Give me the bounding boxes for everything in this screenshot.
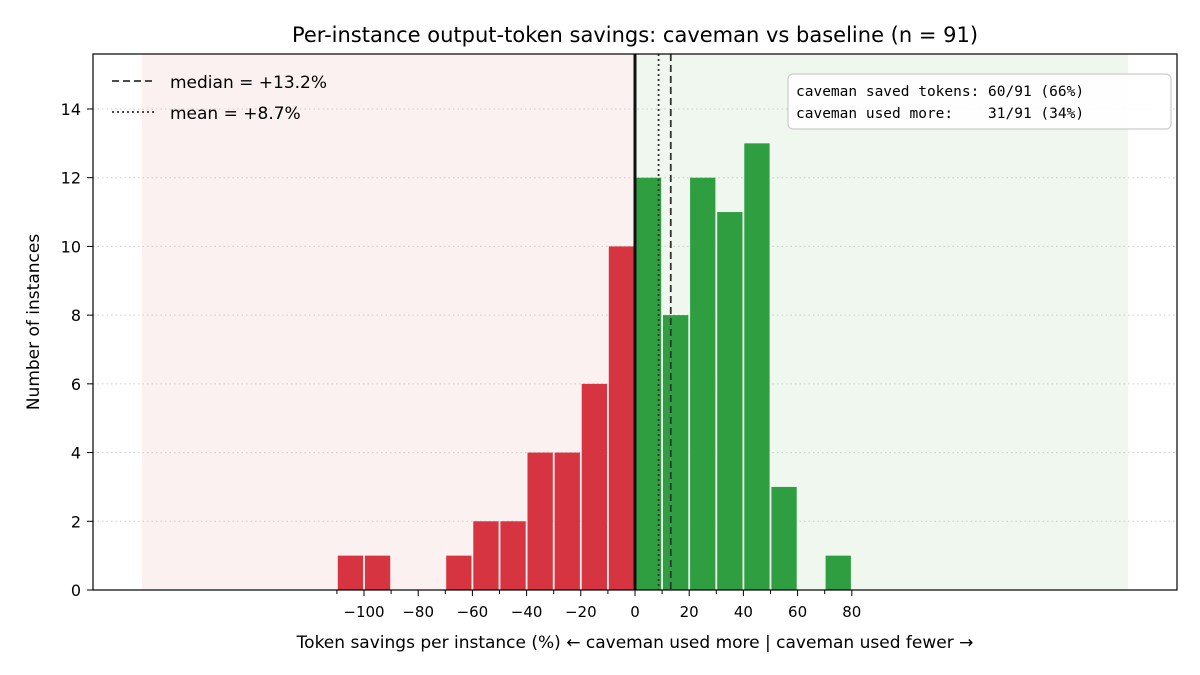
x-tick-label: 80 (842, 603, 861, 621)
histogram-bar (717, 212, 743, 591)
legend-median-label: median = +13.2% (170, 73, 327, 93)
histogram-bar (663, 315, 689, 590)
histogram-bar (744, 143, 770, 591)
y-tick-label: 12 (61, 169, 81, 188)
y-tick-label: 8 (71, 306, 81, 325)
chart-title: Per-instance output-token savings: cavem… (292, 23, 978, 47)
histogram-bar (581, 383, 607, 590)
y-tick-label: 14 (61, 100, 81, 119)
x-tick-label: −100 (343, 603, 384, 621)
x-tick-label: −20 (565, 603, 597, 621)
annotation-line-saved: caveman saved tokens: 60/91 (66%) (796, 84, 1084, 100)
annotation-box: caveman saved tokens: 60/91 (66%) cavema… (787, 73, 1172, 130)
annotation-line-used-more: caveman used more: 31/91 (34%) (796, 106, 1084, 122)
shaded-regions (142, 54, 1128, 590)
histogram-bar (364, 555, 391, 590)
x-tick-label: 0 (630, 603, 640, 621)
reference-lines (633, 54, 672, 590)
annotation-frame (787, 73, 1172, 130)
x-axis-label: Token savings per instance (%) ← caveman… (296, 633, 974, 653)
x-tick-label: −60 (457, 603, 489, 621)
histogram-bar (554, 452, 580, 590)
histogram-bar (771, 486, 797, 590)
shaded-region-negative (142, 54, 635, 590)
histogram-bar (825, 555, 851, 590)
x-axis-ticks: −100 −80 −60 −40 −20 0 20 40 60 80 (336, 590, 861, 621)
y-tick-label: 2 (71, 512, 81, 531)
histogram-bar (446, 555, 472, 590)
x-tick-label: 20 (680, 603, 699, 621)
y-tick-label: 10 (61, 237, 81, 256)
legend-mean-label: mean = +8.7% (170, 104, 301, 124)
y-tick-label: 0 (71, 581, 81, 600)
legend: median = +13.2% mean = +8.7% (112, 73, 327, 124)
x-tick-label: −80 (402, 603, 434, 621)
y-axis-ticks: 0 2 4 6 8 10 12 14 (61, 100, 93, 600)
shaded-region-positive (635, 54, 1128, 590)
histogram-bar (608, 246, 635, 590)
gridlines (93, 108, 1177, 522)
histogram-bar (337, 555, 364, 590)
histogram-bar (500, 521, 526, 590)
x-tick-label: 40 (734, 603, 753, 621)
histogram-bar (690, 177, 716, 590)
x-tick-label: 60 (788, 603, 807, 621)
y-axis-label: Number of instances (24, 234, 44, 411)
x-tick-label: −40 (511, 603, 543, 621)
histogram-bar (635, 177, 662, 590)
bars (337, 143, 851, 591)
histogram-bar (527, 452, 553, 590)
histogram-bar (473, 521, 499, 590)
y-tick-label: 6 (71, 375, 81, 394)
y-tick-label: 4 (71, 444, 81, 463)
